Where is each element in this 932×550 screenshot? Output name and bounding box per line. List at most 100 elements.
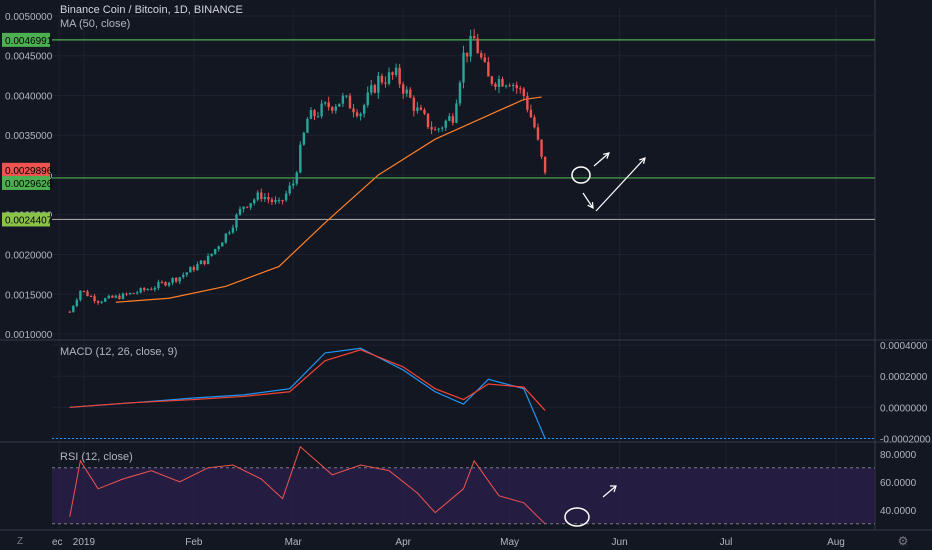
ma-line xyxy=(115,96,542,303)
candle-body xyxy=(448,116,451,121)
candle-body xyxy=(125,293,128,295)
candle-body xyxy=(277,200,281,202)
candle-body xyxy=(497,79,501,87)
timezone-icon[interactable]: Z xyxy=(17,536,23,547)
candle-body xyxy=(171,277,174,283)
candle-body xyxy=(199,260,203,265)
candle-body xyxy=(391,72,394,75)
y-tick-label: 0.0020000 xyxy=(5,251,53,262)
price-label-box xyxy=(2,175,50,190)
candle-body xyxy=(511,84,515,87)
annotation-arrow xyxy=(595,157,646,212)
candle-body xyxy=(167,282,171,286)
candle-body xyxy=(401,84,405,94)
candle-body xyxy=(178,277,181,282)
candle-body xyxy=(455,103,458,123)
candle-body xyxy=(519,88,522,90)
candle-body xyxy=(231,227,235,233)
y-tick-label: 0.0035000 xyxy=(5,131,53,142)
x-tick-label: 2019 xyxy=(73,537,96,548)
candle-body xyxy=(263,196,267,200)
candle-body xyxy=(118,295,121,299)
annotation-arrow xyxy=(593,152,610,167)
candle-body xyxy=(345,95,348,97)
candle-body xyxy=(501,79,504,87)
candle-body xyxy=(316,116,320,118)
candle-body xyxy=(483,57,486,62)
candle-body xyxy=(100,301,103,303)
candle-body xyxy=(153,287,157,290)
chart-title: Binance Coin / Bitcoin, 1D, BINANCE xyxy=(60,4,243,16)
y-tick-label: 0.0040000 xyxy=(5,91,53,102)
price-label: 0.0029626 xyxy=(5,179,53,190)
candle-body xyxy=(437,128,440,130)
candle-body xyxy=(242,206,245,209)
candle-body xyxy=(104,298,107,302)
price-label-box xyxy=(2,212,50,227)
candle-body xyxy=(394,67,398,75)
candle-body xyxy=(487,61,490,77)
candle-body xyxy=(306,118,309,133)
candle-body xyxy=(387,72,391,84)
y-tick-label: 0.0010000 xyxy=(5,330,53,341)
candle-body xyxy=(238,208,242,215)
x-tick-label: ec xyxy=(52,537,63,548)
candle-body xyxy=(93,296,96,302)
macd-tick-label: -0.0002000 xyxy=(880,434,931,445)
candle-body xyxy=(82,290,86,292)
candle-body xyxy=(206,255,210,264)
annotation-circle xyxy=(564,507,590,527)
candle-body xyxy=(380,75,384,83)
candle-body xyxy=(462,52,465,83)
candle-body xyxy=(370,85,373,93)
macd-tick-label: 0.0000000 xyxy=(880,403,928,414)
rsi-line xyxy=(69,445,546,525)
candle-body xyxy=(451,116,455,123)
candle-body xyxy=(160,282,164,284)
candle-body xyxy=(143,288,146,290)
candle-body xyxy=(338,103,341,107)
candle-body xyxy=(96,301,100,303)
annotation-circle xyxy=(571,166,591,184)
candle-body xyxy=(292,183,295,186)
x-tick-label: Apr xyxy=(395,537,411,548)
macd-tick-label: 0.0002000 xyxy=(880,372,928,383)
candle-body xyxy=(182,274,185,278)
candle-body xyxy=(522,88,526,97)
x-tick-label: Jun xyxy=(612,537,628,548)
settings-icon[interactable]: ⚙ xyxy=(898,534,909,548)
candle-body xyxy=(526,96,529,110)
candle-body xyxy=(398,67,401,85)
annotation-arrow xyxy=(582,192,594,209)
candle-body xyxy=(213,249,217,254)
candle-body xyxy=(405,89,408,94)
candle-body xyxy=(384,82,387,84)
candle-body xyxy=(334,106,337,111)
candle-body xyxy=(245,206,249,208)
candle-body xyxy=(472,35,476,39)
macd-tick-label: 0.0004000 xyxy=(880,341,928,352)
ma-legend: MA (50, close) xyxy=(60,18,131,30)
candle-body xyxy=(302,132,306,145)
candle-body xyxy=(416,107,419,111)
candle-body xyxy=(128,292,132,295)
rsi-tick-label: 40.0000 xyxy=(880,506,917,517)
candle-body xyxy=(529,109,533,118)
candle-body xyxy=(536,127,540,140)
candle-body xyxy=(533,117,536,128)
candle-body xyxy=(210,253,213,256)
candle-body xyxy=(327,102,330,108)
candle-body xyxy=(270,199,274,202)
candle-body xyxy=(288,185,291,194)
candle-body xyxy=(235,214,238,228)
candle-body xyxy=(284,193,288,201)
candle-body xyxy=(426,113,430,128)
candle-body xyxy=(107,295,110,299)
candle-body xyxy=(146,289,149,291)
signal-line xyxy=(69,349,546,411)
rsi-tick-label: 60.0000 xyxy=(880,478,917,489)
candle-body xyxy=(217,246,220,250)
rsi-tick-label: 80.0000 xyxy=(880,450,917,461)
candle-body xyxy=(139,288,142,293)
